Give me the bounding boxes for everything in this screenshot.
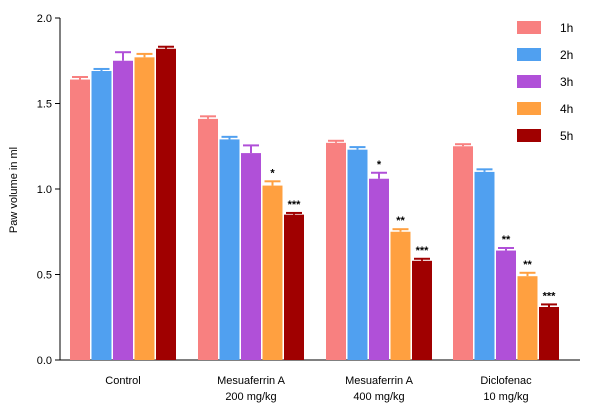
bar-1h-3 [453,146,473,360]
bar-2h-2 [347,149,368,360]
bar-2h-3 [474,171,495,360]
bar-4h-2 [390,231,411,360]
bars: ***************** [70,45,559,361]
bar-3h-1 [241,153,261,360]
significance-marker: ** [396,215,405,227]
legend-swatch-5h [517,129,541,142]
bar-1h-2 [326,142,346,360]
significance-marker: *** [543,290,557,302]
category-labels: Control Mesuaferrin A 200 mg/kg Mesuaferrin… [105,375,532,403]
y-tick-label: 1.5 [37,99,52,111]
significance-marker: * [270,167,275,179]
bar-5h-3 [539,306,559,360]
bar-1h-1 [198,118,218,360]
category-label: 10 mg/kg [483,391,528,403]
bar-2h-1 [219,139,240,360]
significance-marker: *** [288,199,302,211]
significance-marker: *** [416,245,430,257]
legend-label: 1h [560,21,573,35]
legend-label: 5h [560,129,573,143]
y-axis-label: Paw volume in ml [8,147,20,233]
bar-3h-2 [369,178,389,360]
category-label: 400 mg/kg [353,391,404,403]
y-tick-label: 1.0 [37,184,52,196]
category-label: 200 mg/kg [225,391,276,403]
category-label: Mesuaferrin A [217,375,286,387]
bar-5h-0 [156,48,176,360]
legend-swatch-3h [517,75,541,88]
bar-5h-1 [284,214,304,360]
category-label: Mesuaferrin A [345,375,414,387]
legend-label: 2h [560,48,573,62]
category-label: Diclofenac [480,375,532,387]
bar-3h-0 [113,60,133,360]
bar-3h-3 [496,250,516,360]
significance-marker: * [377,159,382,171]
legend-label: 3h [560,75,573,89]
bar-1h-0 [70,79,90,360]
legend-swatch-4h [517,102,541,115]
legend-swatch-2h [517,48,541,61]
bar-4h-1 [262,185,283,360]
bar-4h-3 [517,276,538,360]
legend-swatch-1h [517,21,541,34]
y-tick-label: 2.0 [37,13,52,25]
y-tick-label: 0.0 [37,355,52,367]
category-label: Control [105,375,140,387]
significance-marker: ** [523,259,532,271]
legend-label: 4h [560,102,573,116]
significance-marker: ** [502,234,511,246]
y-tick-label: 0.5 [37,270,52,282]
bar-5h-2 [412,260,432,360]
legend: 1h 2h 3h 4h 5h [517,21,573,143]
bar-2h-0 [91,71,112,360]
bar-4h-0 [134,57,155,361]
